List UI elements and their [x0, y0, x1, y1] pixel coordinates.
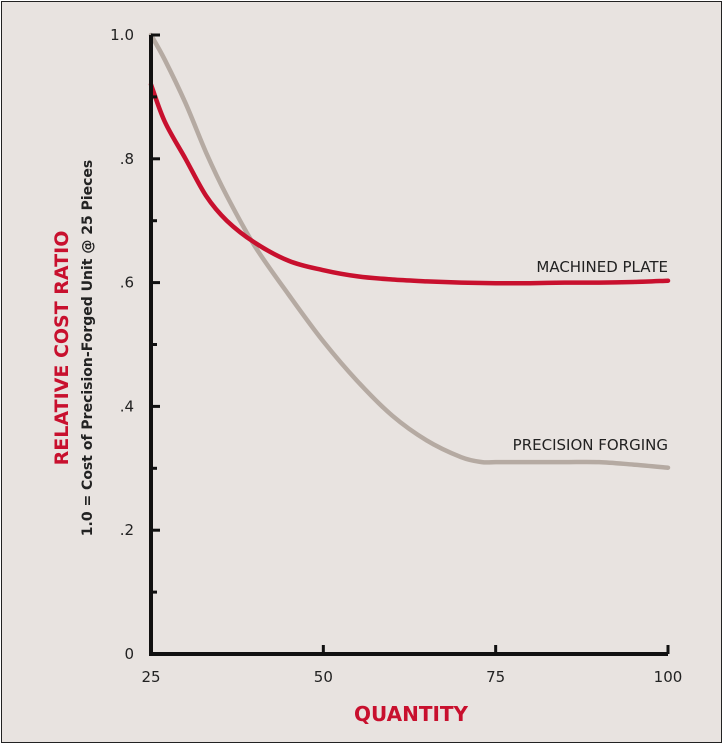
y-tick-label: .2	[120, 521, 134, 539]
series-layer	[148, 32, 671, 470]
axes-layer: 0 .2 .4 .6 .8 1.0 25 50 75 100	[110, 26, 682, 686]
y-tick-label: .6	[120, 274, 134, 292]
series-label-precision-forging: PRECISION FORGING	[513, 436, 668, 454]
x-tick-label: 75	[486, 668, 505, 686]
series-line-machined-plate	[148, 82, 671, 286]
labels-layer: MACHINED PLATE PRECISION FORGING QUANTIT…	[51, 160, 668, 726]
y-tick-label: .4	[120, 397, 134, 415]
x-axis-label: QUANTITY	[354, 702, 469, 726]
x-tick-label: 50	[314, 668, 333, 686]
x-tick-label: 100	[654, 668, 683, 686]
y-tick-label: 0	[124, 645, 134, 663]
x-tick-label: 25	[141, 668, 160, 686]
y-axis-label: RELATIVE COST RATIO	[51, 231, 73, 466]
y-tick-label: .8	[120, 150, 134, 168]
series-label-machined-plate: MACHINED PLATE	[536, 258, 668, 276]
y-tick-label: 1.0	[110, 26, 134, 44]
series-line-precision-forging	[148, 32, 671, 470]
y-axis-sublabel: 1.0 = Cost of Precision-Forged Unit @ 25…	[80, 160, 96, 536]
